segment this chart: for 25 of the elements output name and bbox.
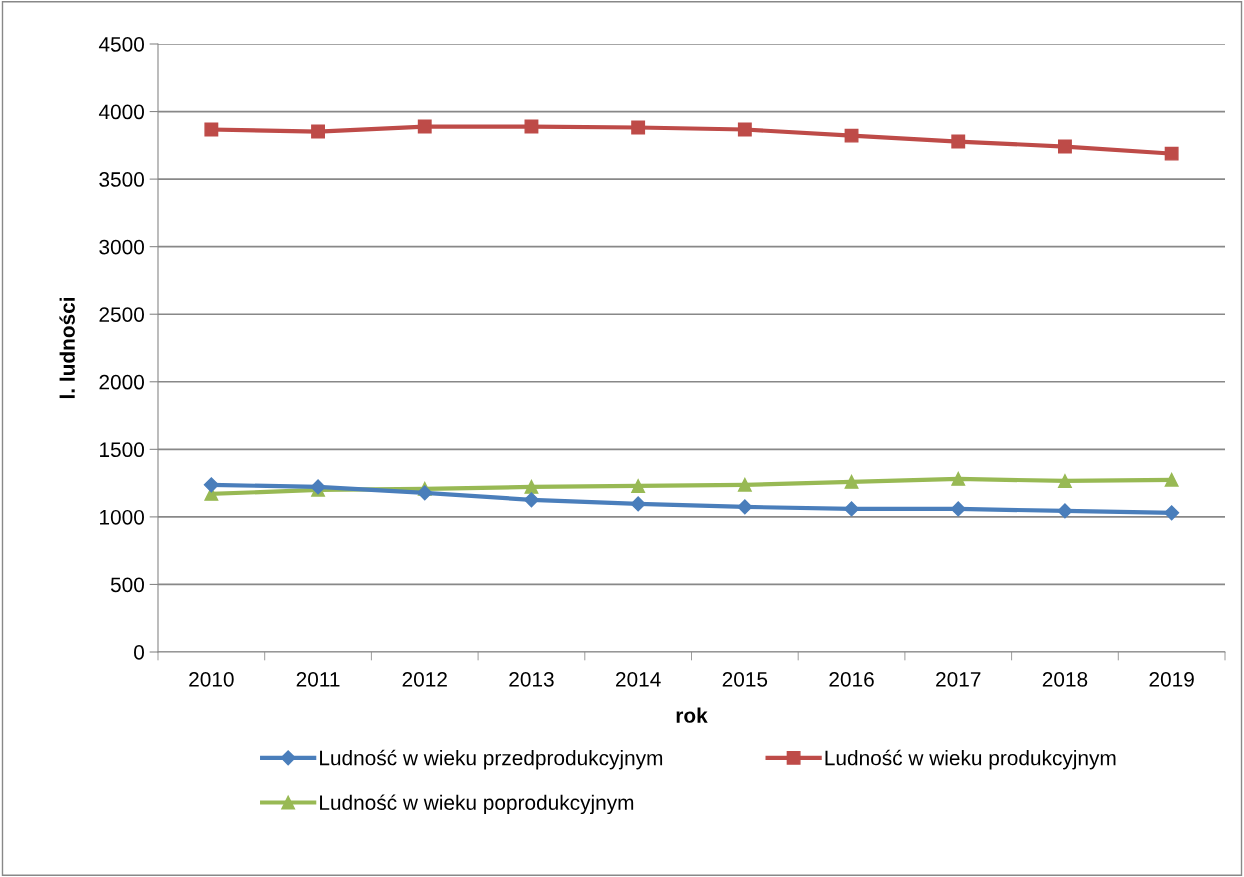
y-axis-title: l. ludności — [59, 297, 75, 399]
y-tick-label: 3500 — [99, 172, 144, 187]
y-tick-label: 1500 — [100, 442, 144, 458]
x-tick-label: 2013 — [509, 671, 554, 687]
legend-label: Ludność w wieku produkcyjnym — [825, 749, 1116, 770]
y-tick-label: 0 — [134, 645, 144, 660]
legend-label: Ludność w wieku przedprodukcyjnym — [320, 749, 663, 770]
x-tick-label: 2018 — [1042, 671, 1088, 687]
y-tick-label: 2000 — [99, 374, 144, 390]
x-tick-label: 2016 — [829, 671, 874, 687]
x-tick-label: 2014 — [616, 671, 661, 687]
legend-label: Ludność w wieku poprodukcyjnym — [320, 794, 634, 815]
y-tick-label: 1000 — [100, 509, 144, 525]
x-tick-label: 2010 — [189, 671, 234, 687]
x-tick-label: 2015 — [722, 671, 768, 687]
x-tick-label: 2017 — [936, 671, 981, 687]
x-tick-label: 2012 — [402, 671, 447, 687]
y-tick-label: 4500 — [98, 37, 144, 52]
y-tick-label: 2500 — [99, 307, 144, 322]
x-axis-title: rok — [676, 707, 708, 723]
x-tick-label: 2019 — [1149, 671, 1194, 687]
y-tick-label: 4000 — [98, 104, 144, 120]
y-tick-label: 500 — [110, 577, 144, 593]
x-tick-label: 2011 — [296, 671, 340, 687]
y-tick-label: 3000 — [99, 239, 144, 255]
